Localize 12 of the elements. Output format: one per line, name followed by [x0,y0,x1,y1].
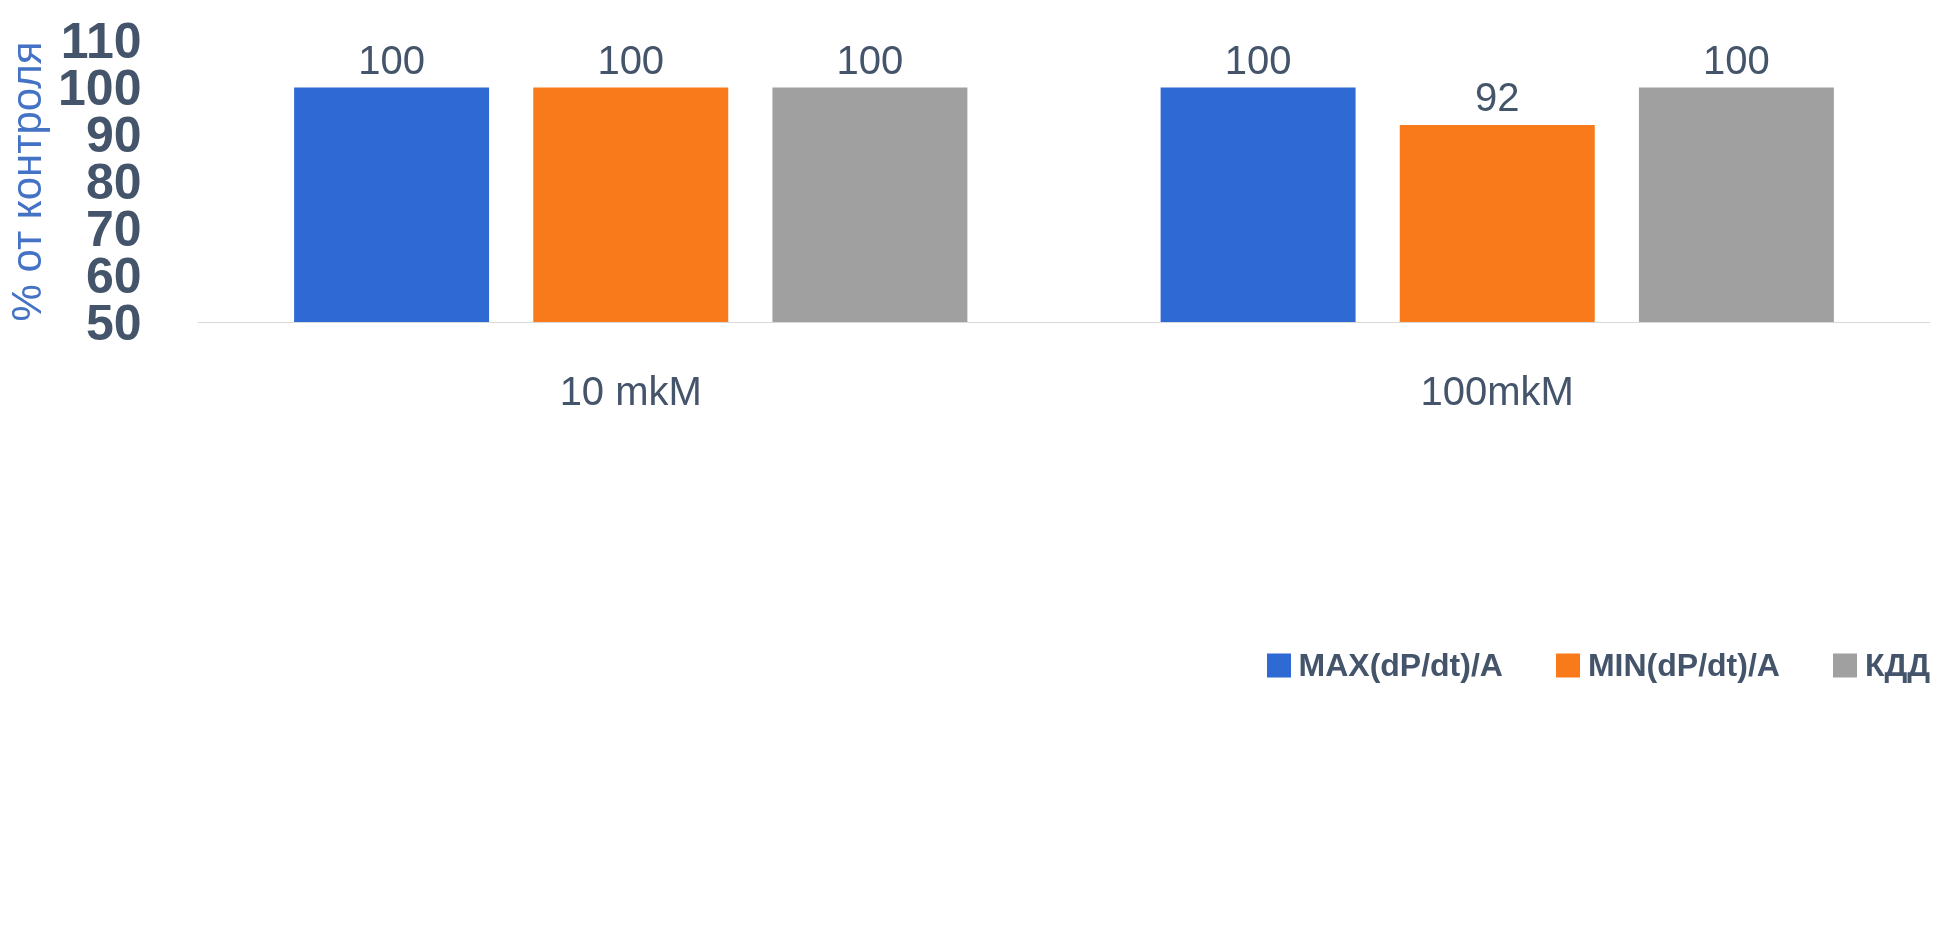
x-tick-label: 10 mkM [559,368,702,413]
legend-label: КДД [1864,646,1930,684]
data-label: 100 [836,37,904,82]
y-axis-title: % от контроля [3,41,51,322]
data-label: 100 [597,37,665,82]
legend-label: MIN(dP/dt)/A [1587,646,1780,684]
data-label: 100 [358,37,425,82]
data-label: 100 [1703,37,1770,82]
data-label: 100 [1224,37,1292,82]
legend-label: MAX(dP/dt)/A [1298,646,1503,684]
data-label: 92 [1475,75,1520,120]
x-tick-label: 100mkM [1420,368,1574,413]
